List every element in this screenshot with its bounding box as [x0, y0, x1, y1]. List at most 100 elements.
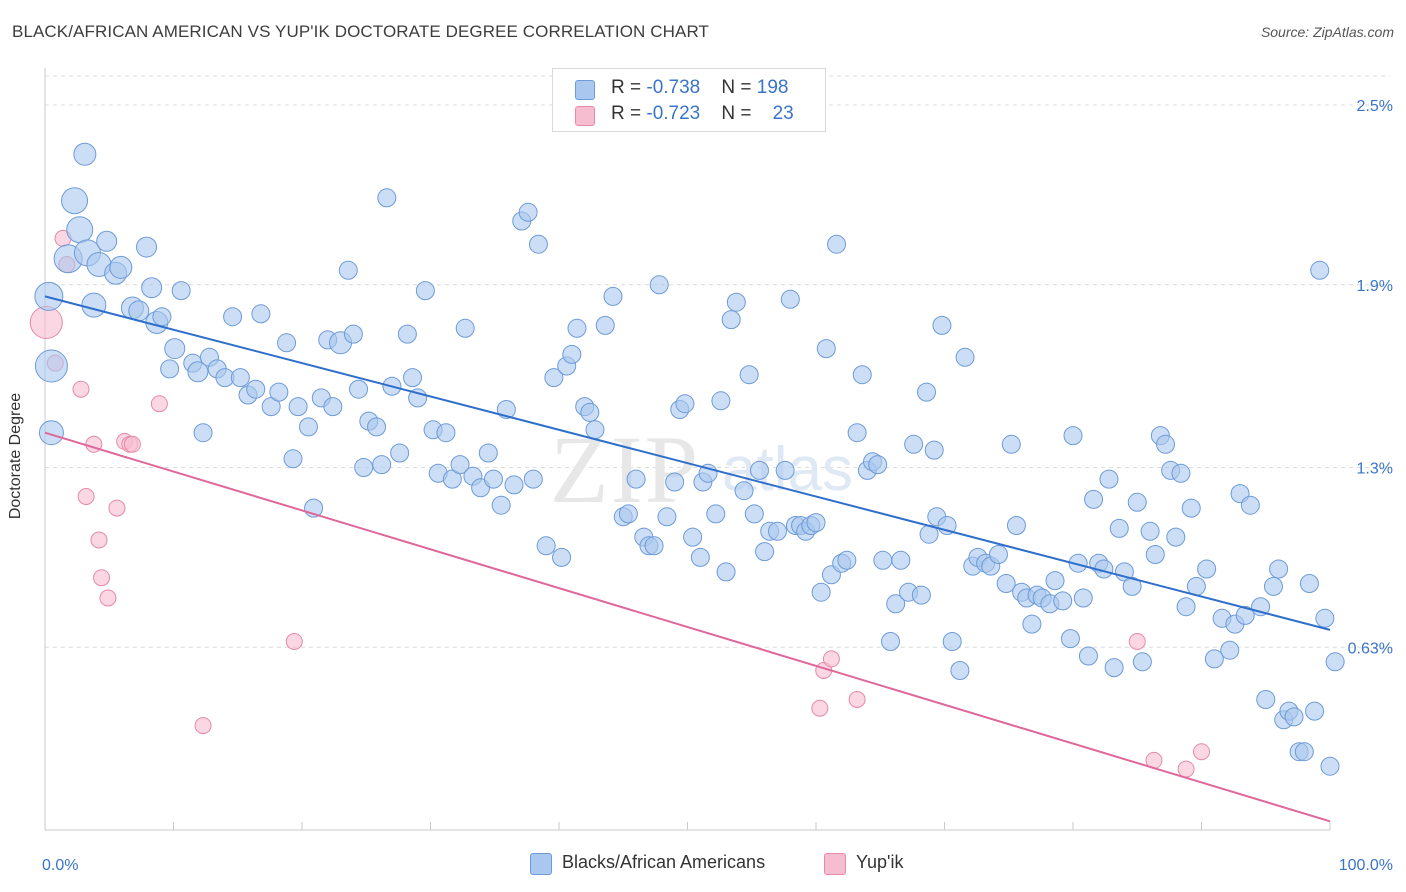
black-point [1145, 545, 1165, 564]
series-legend-label-black: Blacks/African Americans [562, 852, 766, 872]
x-tick-label: 100.0% [1339, 857, 1393, 874]
black-point [886, 594, 906, 614]
black-point [955, 347, 975, 367]
black-point [1204, 649, 1224, 669]
black-point [283, 449, 303, 469]
black-point [323, 397, 343, 417]
black-point [1053, 591, 1073, 611]
black-point [1171, 463, 1191, 483]
legend-n-label: N = [721, 103, 757, 124]
yupik-point [90, 531, 108, 549]
legend-r-label: R = [611, 103, 647, 124]
black-point [1269, 559, 1289, 579]
y-axis-label: Doctorate Degree [7, 392, 24, 520]
black-point [837, 550, 857, 570]
series-black-points [34, 142, 1345, 776]
series-legend-label-yupik: Yup'ik [856, 852, 904, 872]
black-point [504, 475, 524, 495]
black-point [618, 504, 638, 524]
black-point [1263, 576, 1283, 596]
tick-labels: 0.63% 1.3% 1.9% 2.5% 0.0% 100.0% [42, 98, 1393, 874]
yupik-point [150, 395, 168, 413]
black-point [988, 545, 1008, 564]
black-point [775, 460, 795, 480]
black-point [491, 495, 511, 515]
yupik-point [29, 306, 63, 339]
black-point [528, 234, 548, 254]
black-point [1299, 574, 1319, 593]
black-point [1001, 434, 1021, 454]
black-point [932, 315, 952, 335]
black-point [749, 460, 769, 480]
black-point [1320, 756, 1340, 776]
black-point [277, 333, 297, 353]
black-point [246, 379, 266, 399]
black-point [1166, 527, 1186, 547]
black-point [644, 536, 664, 556]
black-point [755, 542, 775, 562]
black-point [881, 632, 901, 651]
black-point [1140, 521, 1160, 541]
black-point [1063, 426, 1083, 446]
yupik-point [822, 650, 840, 668]
black-point [390, 443, 410, 463]
yupik-point [194, 717, 212, 735]
yupik-point [1193, 743, 1210, 761]
black-point [917, 382, 937, 402]
yupik-point [93, 569, 111, 587]
black-point [38, 420, 64, 446]
black-point [1220, 640, 1240, 660]
black-point [806, 513, 826, 533]
black-point [1310, 260, 1330, 280]
black-point [1197, 559, 1217, 579]
black-point [349, 379, 369, 399]
legend-r-value: -0.738 [646, 77, 701, 98]
black-point [1181, 498, 1201, 518]
black-point [223, 307, 243, 327]
black-point [136, 236, 158, 258]
black-point [1109, 518, 1129, 538]
black-point [675, 394, 695, 414]
trend-line-black [44, 295, 1331, 631]
yupik-point [99, 589, 117, 607]
black-point [288, 397, 308, 417]
black-point [343, 324, 363, 344]
black-point [397, 324, 417, 344]
legend-n-label: N = [721, 77, 757, 98]
black-point [1176, 597, 1196, 617]
yupik-point [848, 691, 866, 708]
black-point [996, 574, 1016, 593]
black-point [483, 469, 503, 489]
black-point [96, 230, 118, 252]
y-tick-label: 0.63% [1348, 640, 1393, 657]
black-point [780, 289, 800, 309]
black-point [1122, 576, 1142, 596]
black-point [1022, 614, 1042, 634]
black-point [1325, 652, 1345, 672]
black-point [942, 632, 962, 651]
black-point [726, 292, 746, 312]
black-point [1156, 434, 1176, 454]
black-point [847, 423, 867, 443]
black-point [827, 234, 847, 254]
black-point [1284, 707, 1304, 727]
black-point [73, 142, 97, 166]
black-point [562, 344, 582, 364]
black-point [665, 472, 685, 492]
series-legend-swatch-black [530, 853, 552, 875]
y-tick-label: 2.5% [1357, 98, 1393, 115]
black-point [649, 275, 669, 295]
legend-r-label: R = [611, 77, 647, 98]
black-point [567, 318, 587, 338]
stats-legend: R = -0.738 N = 198 R = -0.723 N = 23 [552, 68, 826, 132]
black-point [109, 255, 133, 279]
black-point [1006, 516, 1026, 535]
black-point [683, 527, 703, 547]
black-point [141, 277, 163, 299]
black-point [1127, 492, 1147, 512]
legend-n-value: 198 [756, 77, 789, 98]
black-point [518, 202, 538, 222]
legend-swatch-yupik [575, 106, 595, 126]
black-point [816, 339, 836, 359]
black-point [767, 521, 787, 541]
